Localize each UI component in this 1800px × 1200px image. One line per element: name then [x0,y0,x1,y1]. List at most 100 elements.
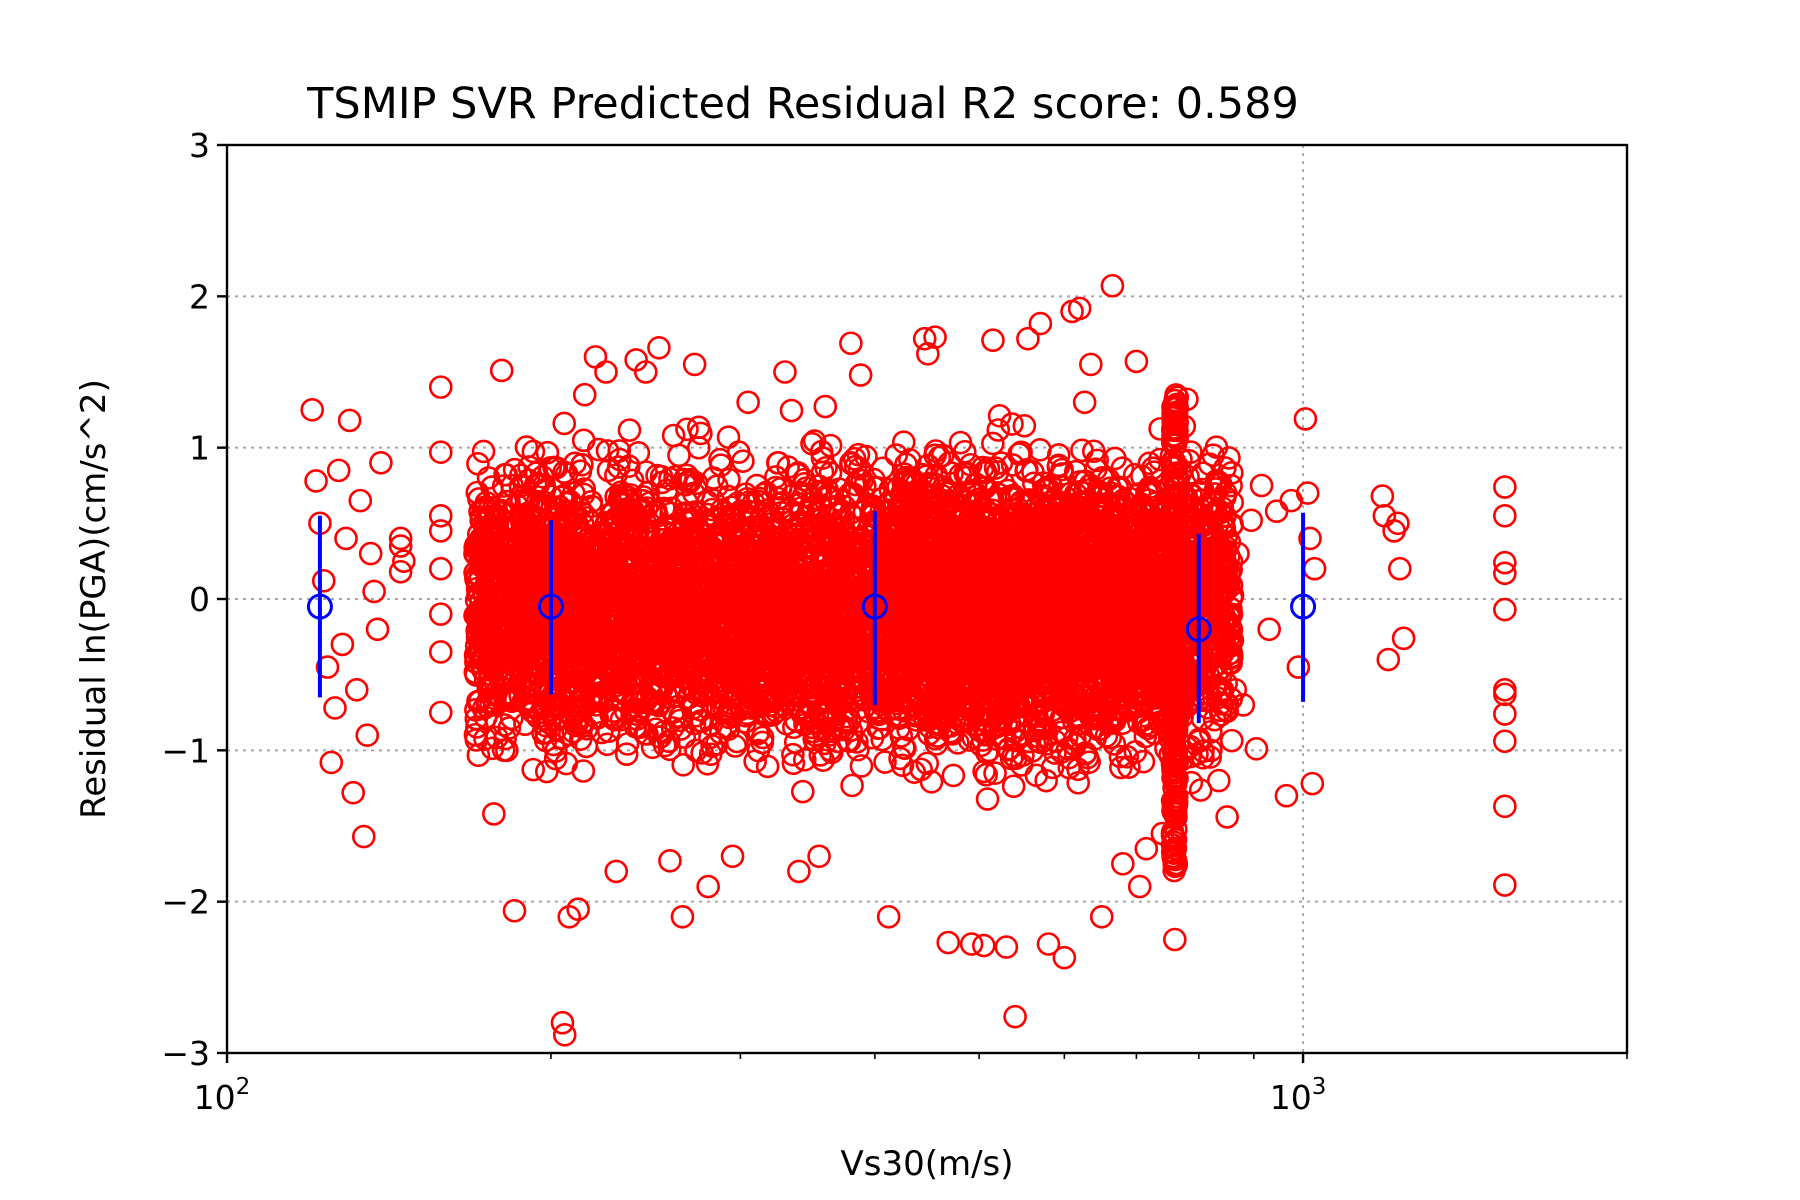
data-point [392,549,416,573]
data-point [807,844,831,869]
data-point [755,754,780,779]
data-point [731,449,755,473]
data-point [662,535,687,560]
data-point [795,529,820,553]
data-point [337,408,362,433]
data-point [616,485,640,509]
data-point [600,667,625,691]
data-point [720,844,745,869]
data-point [789,576,814,601]
data-point [1493,550,1517,575]
data-point [568,676,593,700]
data-point [873,750,897,774]
data-point [1111,852,1135,876]
data-point [492,593,517,618]
data-point [634,460,658,484]
data-point [326,458,351,483]
data-point [534,759,559,784]
data-point [533,728,558,753]
data-point [747,486,771,511]
data-point [348,488,373,513]
data-point [862,476,887,500]
data-point [491,474,516,498]
data-point [1386,511,1410,536]
data-point [572,477,597,501]
data-point [679,467,703,492]
data-point [351,824,376,849]
data-point [1286,655,1311,679]
data-point [1298,526,1322,551]
data-point [554,462,579,486]
data-point [1003,1004,1027,1029]
data-point [315,655,340,679]
data-point [701,466,726,490]
data-point [736,390,760,415]
data-point [810,529,835,553]
data-point [323,696,347,720]
data-point [684,738,708,763]
data-point [844,678,868,703]
data-point [1231,693,1256,717]
data-point [607,439,632,463]
data-point [486,568,510,592]
data-point [919,770,944,794]
data-point [505,633,530,658]
data-point [512,619,537,643]
data-point [365,617,390,642]
data-point [741,490,766,515]
data-point [466,451,490,476]
data-point [1388,556,1412,581]
data-point [664,655,689,679]
data-point [700,497,725,522]
data-point [552,411,577,436]
data-point [854,656,879,681]
data-point [586,581,610,606]
data-point [823,638,848,663]
data-point [776,455,800,479]
data-point [553,657,577,682]
data-point [1163,927,1187,952]
data-point [616,500,641,525]
data-point [719,495,744,519]
data-point [623,714,648,739]
data-point [723,606,748,631]
data-point [783,730,808,754]
data-point [806,569,830,594]
data-point [637,520,661,545]
data-point [662,575,687,600]
data-point [685,605,710,630]
data-point [849,649,873,674]
data-point [613,610,638,635]
data-point [311,569,336,593]
data-point [517,687,542,712]
data-point [507,608,531,632]
data-point [636,638,660,662]
data-point [828,716,852,741]
data-point [1100,273,1125,298]
data-point [576,605,601,630]
data-point [572,535,596,559]
data-point [654,685,679,709]
data-point [620,689,645,713]
data-point [668,599,693,624]
data-point [607,527,632,552]
data-point [517,455,541,479]
data-point [923,325,947,349]
data-point [565,621,589,645]
data-point [568,727,593,751]
data-point [1127,874,1152,899]
data-point [428,700,453,725]
data-point [696,874,720,899]
data-point [1493,702,1517,726]
data-point [1239,508,1264,533]
data-point [482,802,506,826]
data-point [717,467,741,492]
data-point [499,545,524,570]
data-point [672,467,697,492]
data-point [1493,561,1517,586]
data-point [854,444,878,469]
data-point [800,486,825,511]
data-point [1293,407,1318,431]
data-point [987,404,1012,428]
data-point [781,683,805,707]
